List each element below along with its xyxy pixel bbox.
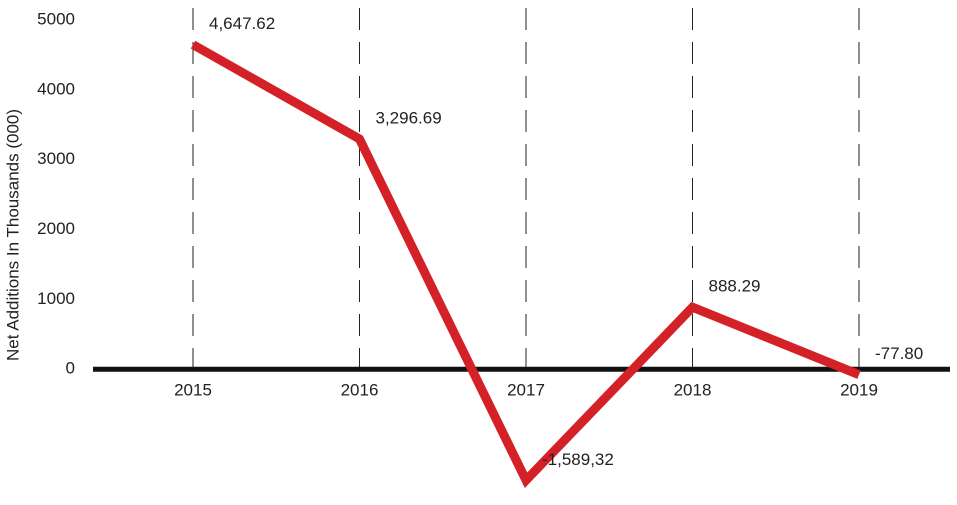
y-axis-label: Net Additions In Thousands (000) bbox=[3, 109, 22, 361]
y-tick-label: 0 bbox=[66, 359, 75, 378]
data-label: -1,589,32 bbox=[542, 450, 614, 469]
data-label: 888.29 bbox=[709, 277, 761, 296]
y-tick-label: 4000 bbox=[37, 79, 75, 98]
x-tick-label: 2019 bbox=[840, 381, 878, 400]
y-tick-label: 1000 bbox=[37, 289, 75, 308]
x-tick-label: 2015 bbox=[174, 381, 212, 400]
y-tick-label: 2000 bbox=[37, 219, 75, 238]
data-line bbox=[190, 40, 861, 489]
y-tick-label: 5000 bbox=[37, 9, 75, 28]
x-tick-label: 2017 bbox=[507, 381, 545, 400]
x-tick-label: 2016 bbox=[341, 381, 379, 400]
data-label: -77.80 bbox=[875, 344, 923, 363]
data-label: 3,296.69 bbox=[376, 108, 442, 127]
x-tick-label: 2018 bbox=[674, 381, 712, 400]
y-tick-label: 3000 bbox=[37, 149, 75, 168]
data-label: 4,647.62 bbox=[209, 14, 275, 33]
